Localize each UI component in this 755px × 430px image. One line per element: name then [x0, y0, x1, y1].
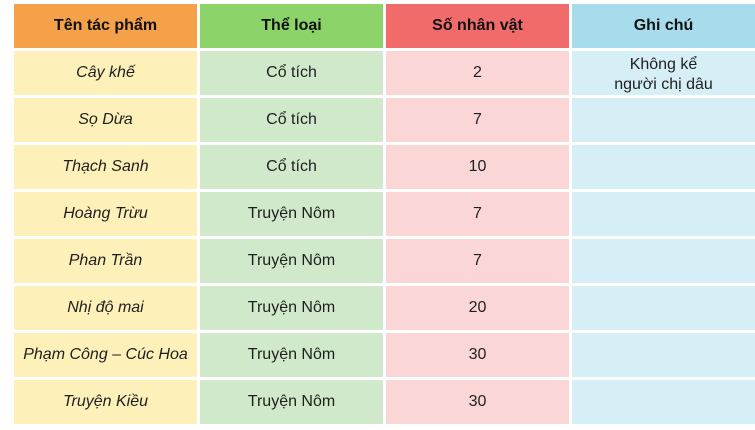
cell-note	[572, 98, 755, 142]
cell-title: Hoàng Trừu	[14, 192, 197, 236]
cell-genre: Truyện Nôm	[200, 239, 383, 283]
header-title: Tên tác phẩm	[14, 4, 197, 48]
cell-note	[572, 239, 755, 283]
cell-note	[572, 380, 755, 424]
cell-title: Phan Trần	[14, 239, 197, 283]
header-count: Số nhân vật	[386, 4, 569, 48]
cell-genre: Truyện Nôm	[200, 333, 383, 377]
cell-genre: Cổ tích	[200, 98, 383, 142]
cell-note	[572, 286, 755, 330]
cell-genre: Truyện Nôm	[200, 380, 383, 424]
cell-genre: Truyện Nôm	[200, 192, 383, 236]
cell-title: Nhị độ mai	[14, 286, 197, 330]
cell-title: Cây khế	[14, 51, 197, 95]
cell-genre: Truyện Nôm	[200, 286, 383, 330]
cell-count: 30	[386, 333, 569, 377]
cell-title: Truyện Kiều	[14, 380, 197, 424]
header-note: Ghi chú	[572, 4, 755, 48]
cell-note: Không kể người chị dâu	[572, 51, 755, 95]
cell-title: Phạm Công – Cúc Hoa	[14, 333, 197, 377]
cell-genre: Cổ tích	[200, 145, 383, 189]
cell-count: 7	[386, 239, 569, 283]
cell-count: 20	[386, 286, 569, 330]
cell-count: 30	[386, 380, 569, 424]
cell-note	[572, 145, 755, 189]
cell-title: Thạch Sanh	[14, 145, 197, 189]
cell-genre: Cổ tích	[200, 51, 383, 95]
cell-note	[572, 333, 755, 377]
cell-count: 7	[386, 192, 569, 236]
cell-note	[572, 192, 755, 236]
cell-count: 2	[386, 51, 569, 95]
cell-count: 7	[386, 98, 569, 142]
works-table: Tên tác phẩm Thể loại Số nhân vật Ghi ch…	[14, 4, 755, 424]
cell-title: Sọ Dừa	[14, 98, 197, 142]
header-genre: Thể loại	[200, 4, 383, 48]
cell-count: 10	[386, 145, 569, 189]
